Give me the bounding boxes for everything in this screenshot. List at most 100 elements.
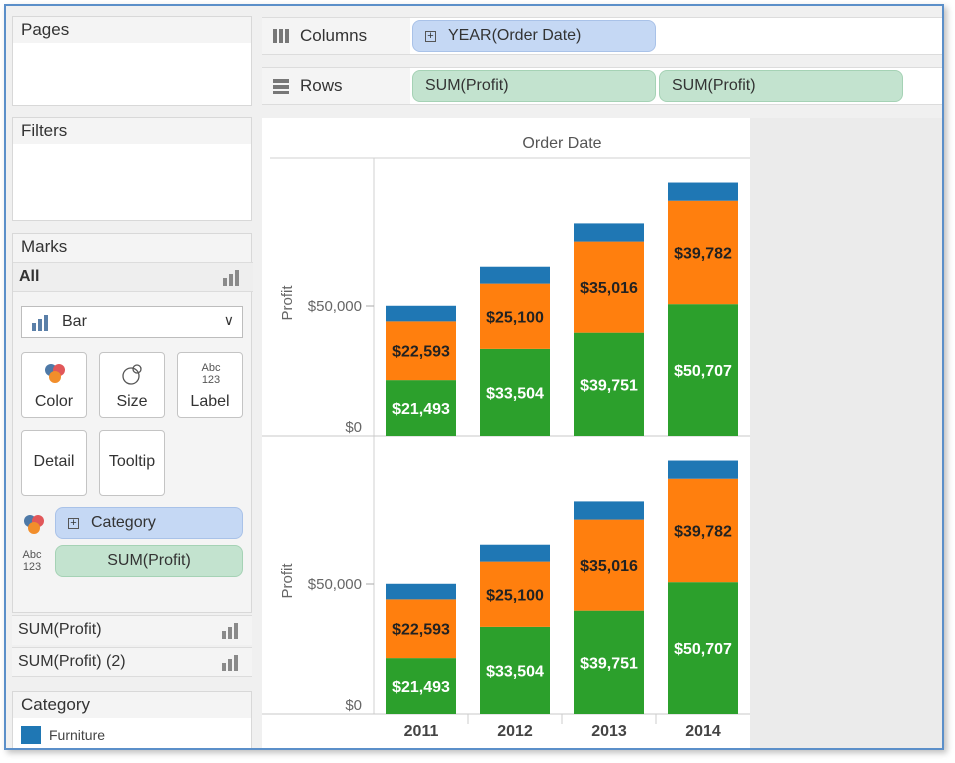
expand-icon: + <box>425 31 436 42</box>
size-icon <box>122 364 142 385</box>
marks-sum-profit-2-tab[interactable]: SUM(Profit) (2) <box>12 647 252 677</box>
y-axis-label: Profit <box>279 285 296 321</box>
marks-sub1-label: SUM(Profit) <box>18 621 102 638</box>
bar-segment <box>668 182 738 201</box>
filters-title: Filters <box>13 118 251 144</box>
marks-title: Marks <box>13 234 251 260</box>
data-label: $35,016 <box>580 558 638 575</box>
rows-shelf[interactable]: Rows SUM(Profit) SUM(Profit) <box>262 67 942 105</box>
y-tick-label: $0 <box>345 419 362 436</box>
chart-view[interactable]: Order Date $0 $50,000 Profit $21,493 $22,593 $… <box>262 118 750 748</box>
chart-title: Order Date <box>522 135 601 152</box>
bar-segment <box>574 241 644 333</box>
rows-shelf-label: Rows <box>262 68 410 104</box>
bar-segment <box>480 626 550 714</box>
tooltip-button[interactable]: Tooltip <box>99 430 165 496</box>
label-abc-icon: Abc 123 <box>23 549 42 573</box>
rows-sum-profit-pill-2[interactable]: SUM(Profit) <box>659 70 903 102</box>
bar-segment <box>574 519 644 611</box>
bar-segment <box>574 223 644 242</box>
marks-card: Marks All Bar ∨ Color <box>12 233 253 613</box>
category-legend: Category Furniture <box>12 691 252 748</box>
marks-sum-profit-tab[interactable]: SUM(Profit) <box>12 615 252 645</box>
profit-pill-label: SUM(Profit) <box>107 552 191 569</box>
svg-text:123: 123 <box>202 374 220 386</box>
marks-all-tab[interactable]: All <box>13 262 253 292</box>
color-icon <box>45 364 65 383</box>
legend-swatch <box>21 726 41 744</box>
data-label: $22,593 <box>392 344 450 361</box>
bar-segment <box>480 544 550 562</box>
data-label: $21,493 <box>392 401 450 418</box>
y-tick-label: $0 <box>345 697 362 714</box>
color-icon <box>24 515 44 534</box>
bar-segment <box>386 658 456 714</box>
bar-segment <box>480 561 550 627</box>
bar-segment <box>668 582 738 714</box>
bar-segment <box>480 283 550 349</box>
category-color-pill[interactable]: + Category <box>55 507 243 539</box>
bar-segment <box>386 380 456 436</box>
y-axis-label: Profit <box>279 563 296 599</box>
bar-segment <box>574 610 644 714</box>
bar-segment <box>668 478 738 583</box>
canvas-background <box>750 118 942 748</box>
data-label: $35,016 <box>580 280 638 297</box>
mark-type-value: Bar <box>62 313 87 330</box>
tooltip-button-label: Tooltip <box>108 453 156 470</box>
data-label: $39,751 <box>580 655 638 672</box>
x-tick-label: 2014 <box>685 723 721 740</box>
bar-segment <box>386 321 456 381</box>
color-button-label: Color <box>34 393 74 410</box>
x-tick-label: 2011 <box>404 723 439 740</box>
color-button[interactable]: Color <box>21 352 87 418</box>
bar-segment <box>668 200 738 305</box>
columns-shelf[interactable]: Columns + YEAR(Order Date) <box>262 17 942 55</box>
size-button[interactable]: Size <box>99 352 165 418</box>
pages-title: Pages <box>13 17 251 43</box>
rows-icon <box>273 79 289 94</box>
columns-pill-label: YEAR(Order Date) <box>448 27 582 44</box>
bar-chart-icon <box>222 655 242 671</box>
data-label: $39,751 <box>580 377 638 394</box>
rows-label-text: Rows <box>300 76 343 95</box>
legend-item-label: Furniture <box>49 727 106 743</box>
columns-shelf-label: Columns <box>262 18 410 54</box>
x-tick-label: 2012 <box>497 723 533 740</box>
bar-segment <box>480 266 550 284</box>
bar-segment <box>386 599 456 659</box>
year-order-date-pill[interactable]: + YEAR(Order Date) <box>412 20 656 52</box>
bar-segment <box>668 304 738 436</box>
size-button-label: Size <box>116 393 148 410</box>
bar-segment <box>386 583 456 600</box>
detail-button[interactable]: Detail <box>21 430 87 496</box>
stacked-bar-chart: Order Date $0 $50,000 Profit $21,493 $22,593 $… <box>262 135 750 740</box>
chevron-down-icon: ∨ <box>223 312 234 328</box>
bar-segment <box>386 305 456 322</box>
bar-segment <box>668 460 738 479</box>
bar-segment <box>480 348 550 436</box>
data-label: $39,782 <box>674 245 732 262</box>
pages-card[interactable]: Pages <box>12 16 252 106</box>
rows-sum-profit-pill-1[interactable]: SUM(Profit) <box>412 70 656 102</box>
marks-sub2-label: SUM(Profit) (2) <box>18 653 126 670</box>
label-abc-icon: Abc 123 <box>202 362 221 386</box>
x-tick-label: 2013 <box>591 723 627 740</box>
bar-segment <box>574 501 644 520</box>
profit-label-pill[interactable]: SUM(Profit) <box>55 545 243 577</box>
filters-card[interactable]: Filters <box>12 117 252 221</box>
svg-text:123: 123 <box>23 561 41 573</box>
data-label: $33,504 <box>486 385 544 402</box>
bar-chart-icon <box>223 270 243 286</box>
data-label: $50,707 <box>674 641 732 658</box>
columns-icon <box>273 29 289 43</box>
marks-all-label: All <box>19 268 40 285</box>
label-button[interactable]: Abc 123 Label <box>177 352 243 418</box>
bar-chart-icon <box>32 315 52 331</box>
y-tick-label: $50,000 <box>308 298 362 315</box>
data-label: $39,782 <box>674 523 732 540</box>
rows-pill-1-label: SUM(Profit) <box>425 77 509 94</box>
data-label: $33,504 <box>486 663 544 680</box>
data-label: $22,593 <box>392 622 450 639</box>
mark-type-dropdown[interactable]: Bar ∨ <box>21 306 243 338</box>
